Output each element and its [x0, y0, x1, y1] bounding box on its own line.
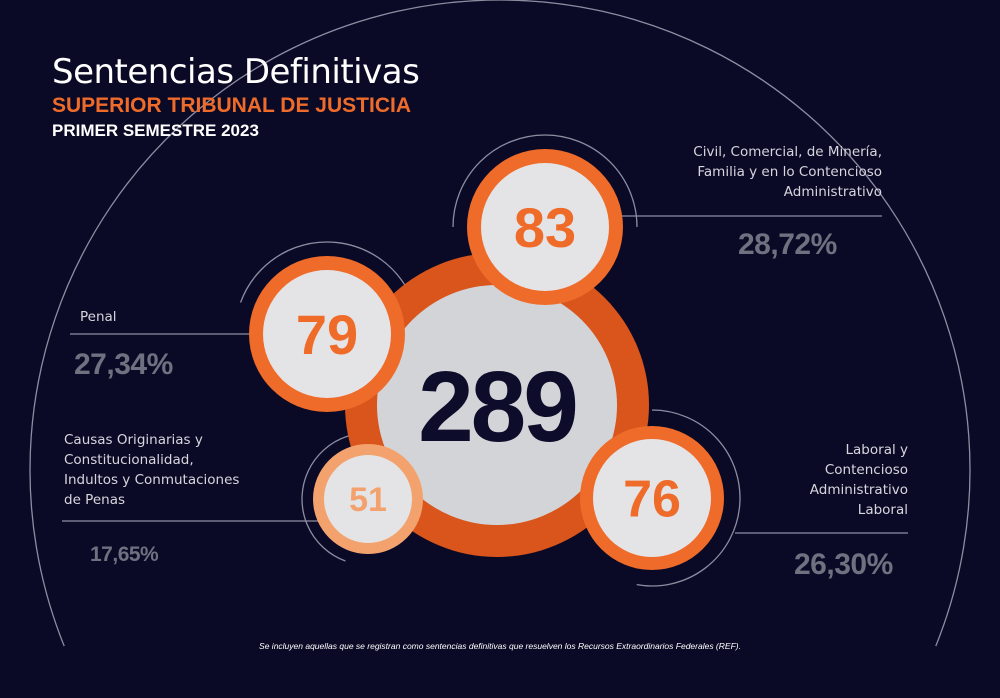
total-bubble — [377, 285, 617, 525]
footnote: Se incluyen aquellas que se registran co… — [259, 641, 741, 651]
category-percent-laboral: 26,30% — [794, 548, 893, 581]
bubble-value-causas: 51 — [349, 481, 387, 519]
category-percent-causas: 17,65% — [90, 543, 159, 566]
bubble-value-penal: 79 — [296, 303, 358, 366]
period-label: PRIMER SEMESTRE 2023 — [52, 121, 259, 140]
page-title: Sentencias Definitivas — [52, 52, 420, 92]
page-subtitle: SUPERIOR TRIBUNAL DE JUSTICIA — [52, 94, 411, 117]
category-label-causas: Causas Originarias y Constitucionalidad,… — [64, 432, 240, 508]
orbit-arc-civil — [452, 134, 638, 228]
category-label-laboral: Laboral y Contencioso Administrativo Lab… — [809, 442, 908, 518]
bubble-civil — [481, 163, 609, 291]
bubble-causas — [324, 455, 412, 543]
bubble-laboral — [593, 439, 711, 557]
category-label-penal: Penal — [80, 309, 117, 325]
category-percent-penal: 27,34% — [74, 348, 173, 381]
category-percent-civil: 28,72% — [738, 228, 837, 261]
total-value: 289 — [418, 351, 576, 463]
orbit-arc-laboral — [636, 409, 741, 587]
bubble-penal — [263, 270, 391, 398]
outer-arc — [29, 0, 971, 647]
bubble-value-civil: 83 — [514, 196, 576, 259]
bubble-value-laboral: 76 — [623, 471, 681, 529]
category-label-civil: Civil, Comercial, de Minería, Familia y … — [693, 144, 882, 200]
